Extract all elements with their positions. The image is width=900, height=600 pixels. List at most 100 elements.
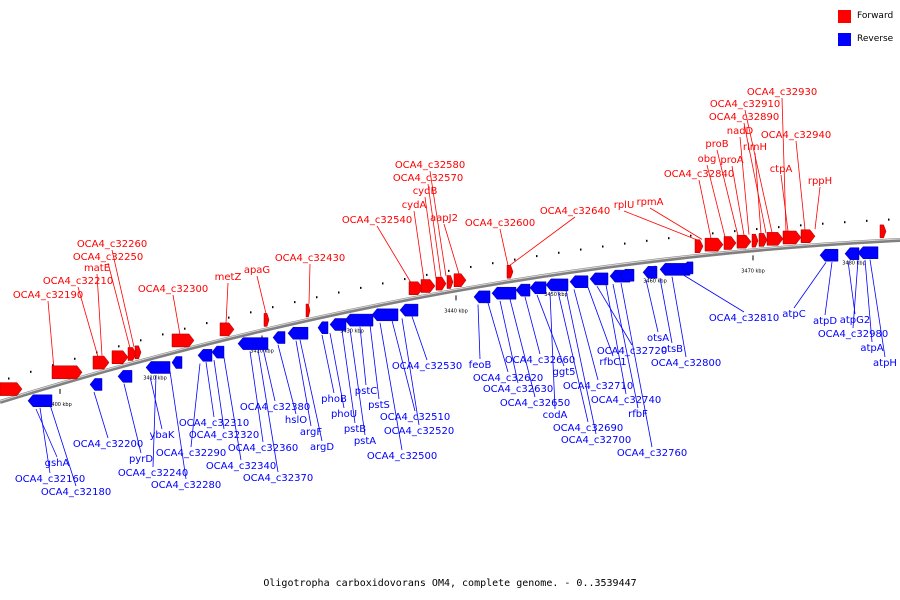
minor-tick (448, 269, 450, 272)
forward-gene-arrow (446, 275, 454, 289)
minor-tick (184, 327, 186, 330)
reverse-gene-label-atpd: atpD (813, 316, 837, 327)
reverse-leader-line (369, 324, 380, 400)
forward-gene-label-rpma: rpmA (636, 197, 663, 208)
forward-leader-line (443, 223, 460, 275)
reverse-gene-label-oca4-c32800: OCA4_c32800 (651, 358, 721, 369)
reverse-leader-line (509, 299, 536, 398)
reverse-gene-label-oca4-c32360: OCA4_c32360 (228, 443, 298, 454)
reverse-gene-label-oca4-c32690: OCA4_c32690 (553, 423, 623, 434)
genome-backbone-highlight (0, 238, 900, 402)
legend: Forward Reverse (838, 8, 898, 54)
reverse-gene-label-feob: feoB (469, 360, 492, 371)
reverse-gene-label-oca4-c32290: OCA4_c32290 (156, 448, 226, 459)
forward-gene-arrow (800, 229, 816, 243)
minor-tick (338, 291, 340, 294)
reverse-gene-arrow (329, 318, 347, 331)
reverse-leader-line (262, 348, 276, 402)
reverse-leader-line (659, 278, 673, 344)
reverse-leader-line (477, 304, 481, 360)
minor-tick (8, 377, 10, 380)
reverse-leader-line (864, 259, 873, 343)
forward-gene-label-oca4-c32840: OCA4_c32840 (664, 169, 734, 180)
reverse-gene-arrow (171, 356, 183, 369)
tick-label: 3410 kbp (143, 375, 167, 381)
forward-leader-line (509, 216, 576, 266)
reverse-leader-line (645, 279, 659, 333)
genome-caption: Oligotropha carboxidovorans OM4, complet… (263, 578, 637, 589)
forward-gene-label-prob: proB (705, 139, 728, 150)
reverse-leader-line (524, 296, 541, 355)
reverse-leader-line (213, 360, 225, 430)
forward-leader-line (743, 122, 767, 234)
reverse-gene-label-oca4-c32630: OCA4_c32630 (483, 384, 553, 395)
reverse-leader-line (149, 376, 163, 430)
reverse-gene-label-phou: phoU (331, 409, 357, 420)
minor-tick (228, 316, 230, 319)
forward-gene-label-rpph: rppH (808, 176, 832, 187)
tick-label: 3480 kbp (842, 261, 866, 267)
forward-gene-arrow (435, 276, 447, 291)
reverse-gene-label-coda: codA (543, 410, 568, 421)
reverse-gene-label-otsa: otsA (647, 333, 669, 344)
forward-gene-arrow (219, 322, 235, 337)
reverse-gene-arrow (682, 261, 694, 275)
reverse-leader-line (257, 349, 279, 473)
reverse-leader-line (223, 357, 242, 461)
reverse-gene-label-phob: phoB (321, 394, 347, 405)
reverse-gene-arrow (819, 248, 839, 262)
minor-tick (294, 301, 296, 304)
reverse-leader-line (536, 294, 565, 367)
forward-gene-label-oca4-c32430: OCA4_c32430 (275, 253, 345, 264)
reverse-leader-line (793, 262, 827, 309)
forward-gene-arrow (782, 230, 802, 245)
minor-tick (844, 221, 846, 224)
reverse-leader-line (573, 289, 599, 381)
reverse-leader-line (824, 261, 833, 316)
reverse-leader-line (249, 351, 264, 443)
forward-gene-arrow (305, 303, 311, 318)
forward-leader-line (698, 179, 712, 239)
reverse-gene-arrow (473, 290, 491, 304)
forward-leader-line (376, 225, 412, 283)
forward-gene-label-oca4-c32910: OCA4_c32910 (710, 99, 780, 110)
reverse-gene-label-oca4-c32650: OCA4_c32650 (500, 398, 570, 409)
reverse-gene-arrow (399, 303, 419, 317)
genome-backbone (0, 238, 900, 404)
forward-gene-label-oca4-c32940: OCA4_c32940 (761, 130, 831, 141)
minor-tick (404, 278, 406, 281)
reverse-gene-label-oca4-c32370: OCA4_c32370 (243, 473, 313, 484)
tick-label: 3400 kbp (48, 402, 72, 408)
minor-tick (558, 251, 560, 254)
reverse-gene-label-argf: argF (300, 427, 322, 438)
reverse-gene-arrow (371, 308, 399, 322)
reverse-leader-line (341, 330, 356, 424)
reverse-gene-label-argd: argD (310, 442, 334, 453)
forward-gene-arrow (0, 382, 23, 396)
forward-leader-line (172, 294, 181, 335)
reverse-gene-label-oca4-c32310: OCA4_c32310 (179, 418, 249, 429)
forward-gene-label-oca4-c32570: OCA4_c32570 (393, 173, 463, 184)
reverse-gene-label-oca4-c32740: OCA4_c32740 (591, 395, 661, 406)
minor-tick (888, 218, 890, 221)
forward-leader-line (225, 282, 229, 324)
forward-gene-label-oca4-c32250: OCA4_c32250 (73, 252, 143, 263)
minor-tick (140, 339, 142, 342)
forward-gene-arrow (751, 233, 759, 248)
forward-gene-arrow (111, 350, 129, 365)
legend-item-reverse: Reverse (838, 31, 898, 47)
reverse-leader-line (93, 391, 109, 439)
forward-gene-arrow (758, 233, 768, 247)
reverse-gene-label-atpg2: atpG2 (840, 315, 871, 326)
legend-label-reverse: Reverse (857, 34, 894, 44)
reverse-gene-label-oca4-c32660: OCA4_c32660 (505, 355, 575, 366)
reverse-leader-line (549, 292, 556, 410)
tick-label: 3460 kbp (643, 279, 667, 285)
reverse-leader-line (852, 260, 859, 329)
forward-leader-line (413, 210, 425, 281)
forward-gene-arrow (408, 281, 424, 296)
forward-gene-label-oca4-c32300: OCA4_c32300 (138, 284, 208, 295)
reverse-gene-arrow (145, 361, 171, 374)
forward-gene-label-oca4-c32210: OCA4_c32210 (43, 276, 113, 287)
minor-tick (30, 370, 32, 373)
